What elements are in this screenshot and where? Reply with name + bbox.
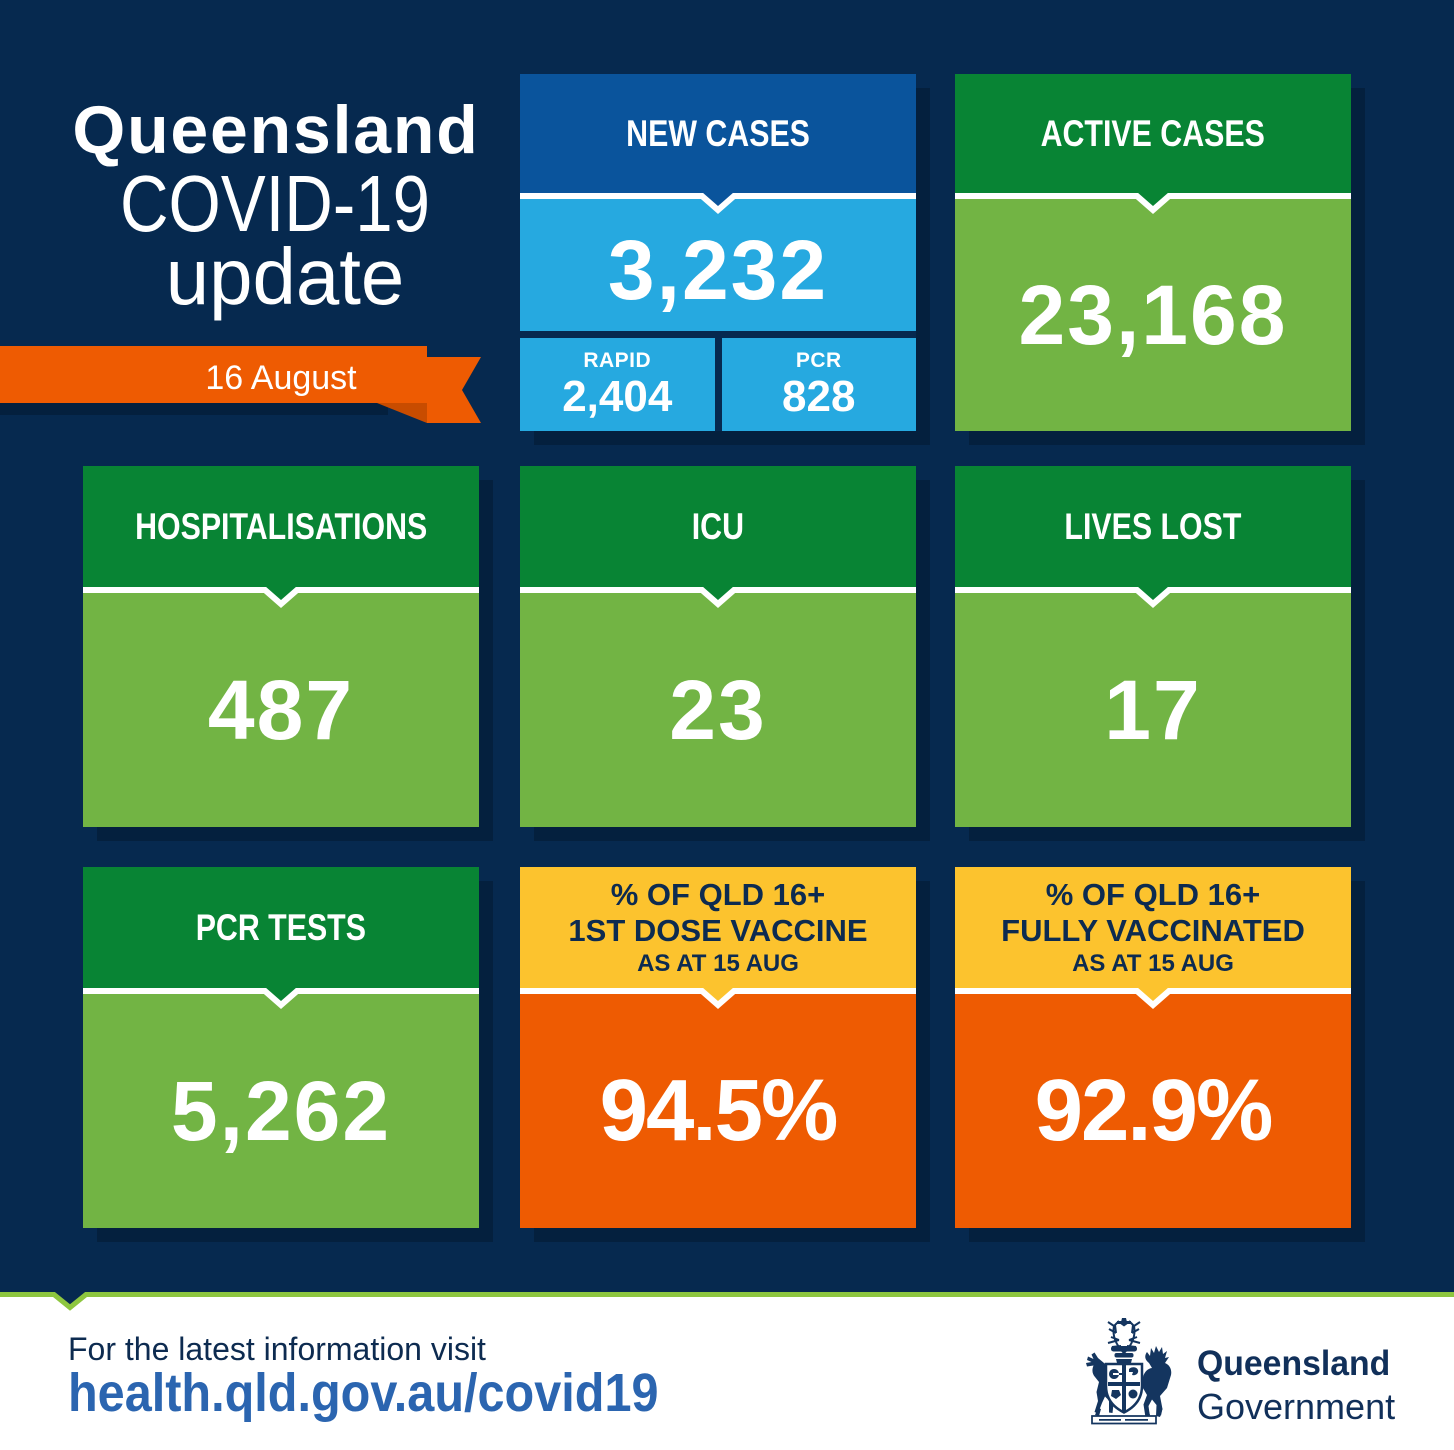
svg-text:16 August: 16 August (205, 359, 357, 397)
